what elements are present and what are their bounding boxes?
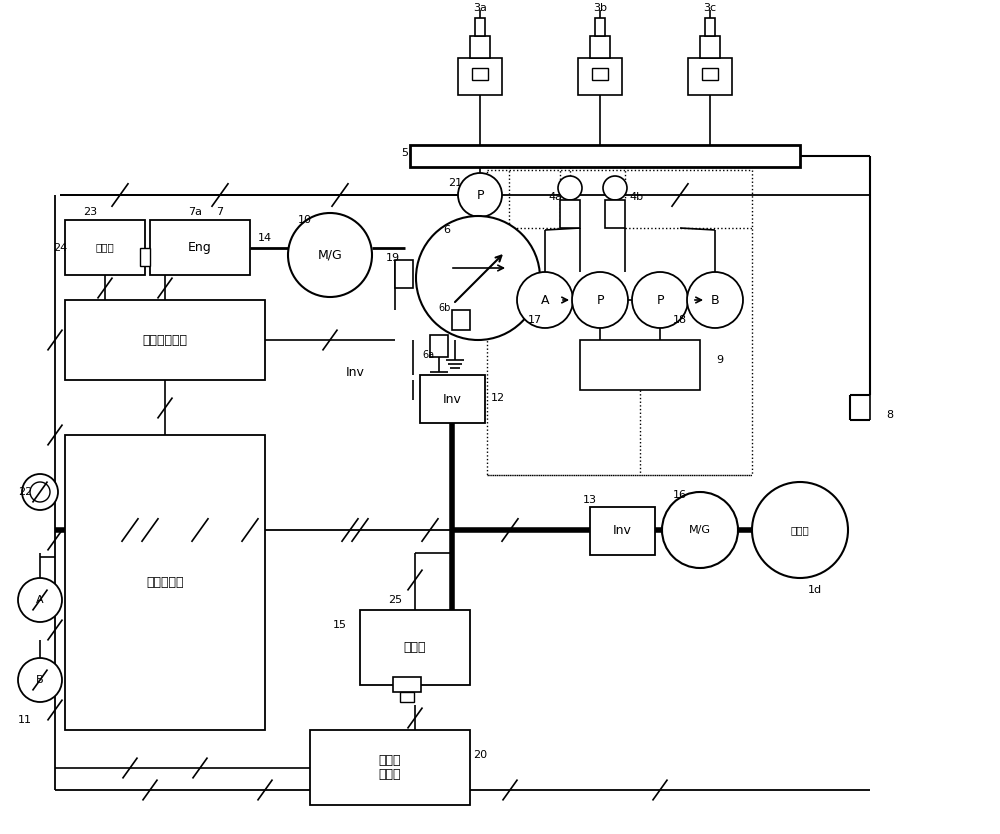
Text: 3a: 3a bbox=[473, 3, 487, 13]
Text: P: P bbox=[656, 294, 664, 307]
Text: 18: 18 bbox=[673, 315, 687, 325]
Text: 6: 6 bbox=[444, 225, 450, 235]
Text: 6b: 6b bbox=[439, 303, 451, 313]
Bar bbox=[150, 220, 250, 275]
Bar bbox=[470, 36, 490, 58]
Text: 9: 9 bbox=[716, 355, 724, 365]
Bar bbox=[410, 145, 800, 167]
Text: 12: 12 bbox=[491, 393, 505, 403]
Circle shape bbox=[632, 272, 688, 328]
Text: P: P bbox=[476, 188, 484, 202]
Text: 装转体: 装转体 bbox=[791, 525, 809, 535]
Text: 1d: 1d bbox=[808, 585, 822, 595]
Text: 4a: 4a bbox=[548, 192, 562, 202]
Bar bbox=[487, 170, 752, 475]
Text: 发动机控制器: 发动机控制器 bbox=[143, 334, 188, 346]
Text: 3c: 3c bbox=[703, 3, 717, 13]
Bar bbox=[65, 435, 265, 730]
Bar bbox=[420, 375, 485, 423]
Bar bbox=[578, 58, 622, 95]
Text: Inv: Inv bbox=[613, 525, 632, 537]
Text: 23: 23 bbox=[83, 207, 97, 217]
Text: 蓄电池: 蓄电池 bbox=[404, 641, 426, 654]
Text: 3b: 3b bbox=[593, 3, 607, 13]
Text: 过滤器: 过滤器 bbox=[96, 243, 114, 253]
Text: 14: 14 bbox=[258, 233, 272, 243]
Bar bbox=[360, 610, 470, 685]
Text: Inv: Inv bbox=[443, 393, 462, 405]
Bar bbox=[590, 36, 610, 58]
Bar bbox=[310, 730, 470, 805]
Bar bbox=[688, 58, 732, 95]
Circle shape bbox=[662, 492, 738, 568]
Bar bbox=[605, 200, 625, 228]
Circle shape bbox=[517, 272, 573, 328]
Text: 15: 15 bbox=[333, 620, 347, 630]
Bar bbox=[592, 68, 608, 80]
Circle shape bbox=[416, 216, 540, 340]
Text: 4b: 4b bbox=[629, 192, 643, 202]
Text: 13: 13 bbox=[583, 495, 597, 505]
Bar bbox=[580, 340, 700, 390]
Text: 蓄电池
控制器: 蓄电池 控制器 bbox=[379, 753, 401, 781]
Circle shape bbox=[687, 272, 743, 328]
Circle shape bbox=[572, 272, 628, 328]
Bar bbox=[705, 18, 715, 36]
Text: 5: 5 bbox=[402, 148, 409, 158]
Text: 7: 7 bbox=[216, 207, 224, 217]
Bar bbox=[560, 200, 580, 228]
Bar bbox=[472, 68, 488, 80]
Text: P: P bbox=[596, 294, 604, 307]
Text: B: B bbox=[36, 675, 44, 685]
Text: 10: 10 bbox=[298, 215, 312, 225]
Bar bbox=[700, 36, 720, 58]
Text: A: A bbox=[541, 294, 549, 307]
Text: 8: 8 bbox=[886, 410, 894, 420]
Circle shape bbox=[603, 176, 627, 200]
Bar bbox=[590, 507, 655, 555]
Text: 11: 11 bbox=[18, 715, 32, 725]
Text: M/G: M/G bbox=[689, 525, 711, 535]
Bar bbox=[595, 18, 605, 36]
Circle shape bbox=[18, 658, 62, 702]
Circle shape bbox=[30, 482, 50, 502]
Text: 24: 24 bbox=[53, 243, 67, 253]
Bar bbox=[395, 260, 413, 288]
Text: 25: 25 bbox=[388, 595, 402, 605]
Bar bbox=[140, 248, 150, 266]
Text: 19: 19 bbox=[386, 253, 400, 263]
Bar bbox=[458, 58, 502, 95]
Text: 7a: 7a bbox=[188, 207, 202, 217]
Circle shape bbox=[752, 482, 848, 578]
Bar bbox=[430, 335, 448, 357]
Text: 车身控制器: 车身控制器 bbox=[146, 576, 184, 589]
Text: 22: 22 bbox=[18, 487, 32, 497]
Text: 21: 21 bbox=[448, 178, 462, 188]
Bar bbox=[475, 18, 485, 36]
Bar bbox=[702, 68, 718, 80]
Text: Inv: Inv bbox=[346, 365, 364, 379]
Circle shape bbox=[458, 173, 502, 217]
Text: 6a: 6a bbox=[422, 350, 434, 360]
Circle shape bbox=[558, 176, 582, 200]
Bar bbox=[400, 692, 414, 702]
Text: M/G: M/G bbox=[318, 249, 342, 262]
Bar bbox=[65, 220, 145, 275]
Text: A: A bbox=[36, 595, 44, 605]
Text: 20: 20 bbox=[473, 750, 487, 760]
Circle shape bbox=[18, 578, 62, 622]
Text: 17: 17 bbox=[528, 315, 542, 325]
Circle shape bbox=[288, 213, 372, 297]
Bar bbox=[452, 310, 470, 330]
Bar bbox=[393, 677, 421, 692]
Text: B: B bbox=[711, 294, 719, 307]
Bar bbox=[65, 300, 265, 380]
Text: 16: 16 bbox=[673, 490, 687, 500]
Circle shape bbox=[22, 474, 58, 510]
Text: Eng: Eng bbox=[188, 241, 212, 254]
